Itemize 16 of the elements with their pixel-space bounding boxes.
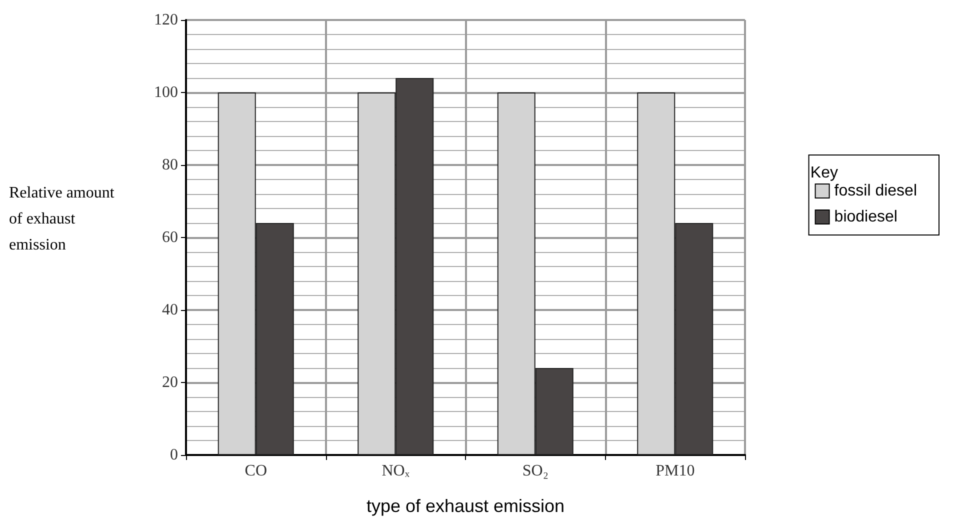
y-tick-label: 80 xyxy=(162,156,178,174)
y-tick-label: 40 xyxy=(162,302,178,318)
y-tick-label: 0 xyxy=(170,446,178,464)
x-tick-label: SO₂ xyxy=(522,462,548,480)
y-tick-label: 60 xyxy=(162,229,178,246)
x-tick-label: NOₓ xyxy=(382,462,410,480)
y-tick-label: 20 xyxy=(162,374,178,391)
legend-title: Key xyxy=(810,164,838,182)
legend-label: biodiesel xyxy=(834,208,898,226)
x-axis-title: type of exhaust emission xyxy=(366,496,565,516)
y-tick-label: 100 xyxy=(154,84,178,101)
x-tick-label: CO xyxy=(244,462,267,480)
y-axis-title: Relative amount of exhaust emission xyxy=(9,184,118,254)
x-tick-label: PM10 xyxy=(656,462,695,480)
y-tick-label: 120 xyxy=(154,12,178,28)
legend-label: fossil diesel xyxy=(834,182,917,200)
